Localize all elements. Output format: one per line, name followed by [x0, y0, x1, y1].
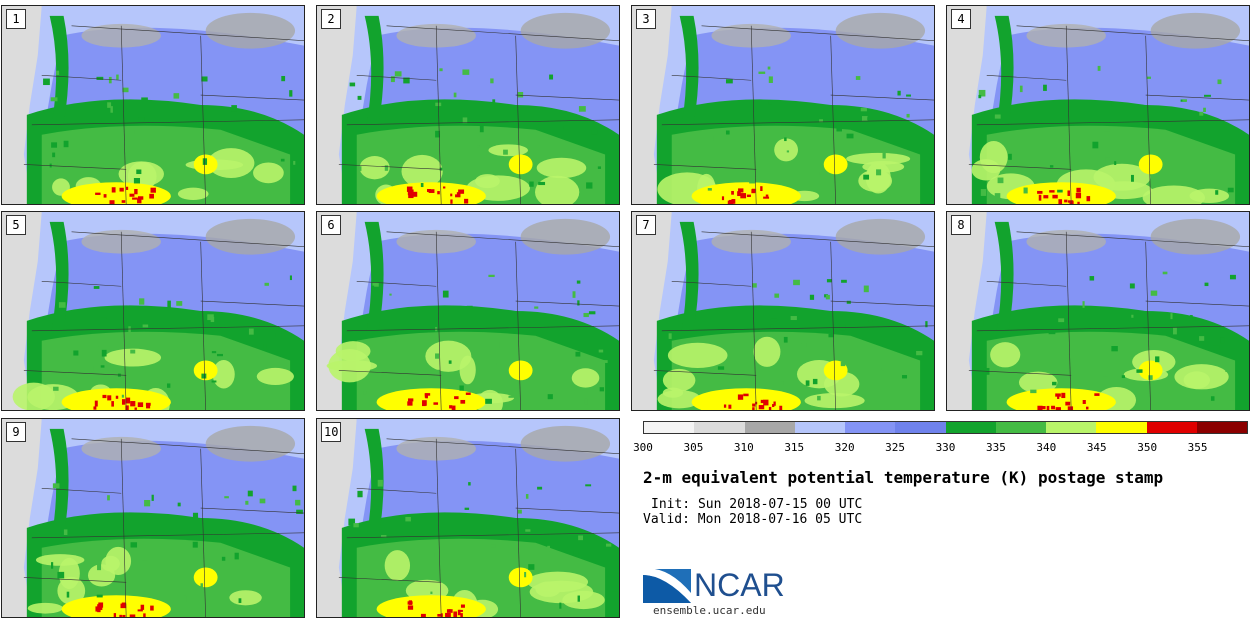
map-field: [2, 212, 304, 410]
member-number: 10: [321, 422, 342, 442]
member-number: 4: [951, 9, 971, 29]
map-field: [632, 212, 934, 410]
member-number: 8: [951, 215, 971, 235]
colorbar-segment: [1096, 422, 1147, 433]
colorbar-tick-label: 330: [935, 441, 956, 454]
colorbar-tick-label: 310: [733, 441, 754, 454]
ncar-logo-icon: [643, 568, 691, 603]
colorbar-tick-label: 355: [1187, 441, 1208, 454]
map-panel-3: 3: [631, 5, 935, 205]
colorbar-tick-label: 315: [784, 441, 805, 454]
valid-time: Valid: Mon 2018-07-16 05 UTC: [643, 512, 863, 527]
map-field: [317, 6, 619, 204]
map-field: [317, 212, 619, 410]
colorbar-segment: [794, 422, 845, 433]
colorbar-tick-label: 300: [633, 441, 653, 454]
colorbar-tick-label: 320: [834, 441, 855, 454]
colorbar-segment: [1196, 422, 1247, 433]
map-panel-9: 9: [1, 418, 305, 618]
colorbar-tick-label: 345: [1086, 441, 1107, 454]
colorbar-segment: [895, 422, 946, 433]
colorbar-segment: [694, 422, 745, 433]
plot-title: 2-m equivalent potential temperature (K)…: [643, 468, 1164, 487]
colorbar-tick-label: 340: [1036, 441, 1057, 454]
colorbar-tick-label: 350: [1137, 441, 1158, 454]
colorbar-segment: [995, 422, 1046, 433]
map-panel-10: 10: [316, 418, 620, 618]
member-number: 3: [636, 9, 656, 29]
map-field: [947, 212, 1249, 410]
ncar-logo-text: NCAR: [694, 567, 785, 603]
map-panel-4: 4: [946, 5, 1250, 205]
map-field: [632, 6, 934, 204]
member-number: 5: [6, 215, 26, 235]
map-panel-1: 1: [1, 5, 305, 205]
member-number: 7: [636, 215, 656, 235]
init-time: Init: Sun 2018-07-15 00 UTC: [651, 497, 863, 512]
map-field: [317, 419, 619, 617]
colorbar-tick-label: 325: [885, 441, 906, 454]
colorbar-segment: [945, 422, 996, 433]
map-field: [947, 6, 1249, 204]
member-number: 1: [6, 9, 26, 29]
colorbar-segment: [845, 422, 896, 433]
map-panel-8: 8: [946, 211, 1250, 411]
member-number: 9: [6, 422, 26, 442]
map-field: [2, 6, 304, 204]
map-panel-2: 2: [316, 5, 620, 205]
colorbar-tick-label: 335: [985, 441, 1006, 454]
colorbar-segment: [744, 422, 795, 433]
colorbar-ticks: 300 305 310 315 320 325 330 335 340 345 350 355: [633, 441, 1248, 455]
colorbar-tick-label: 305: [683, 441, 704, 454]
colorbar-segment: [1046, 422, 1097, 433]
colorbar: [643, 421, 1248, 434]
map-field: [2, 419, 304, 617]
map-panel-5: 5: [1, 211, 305, 411]
site-url: ensemble.ucar.edu: [653, 604, 766, 617]
colorbar-segment: [1146, 422, 1197, 433]
map-panel-7: 7: [631, 211, 935, 411]
colorbar-segment: [644, 422, 695, 433]
map-panel-6: 6: [316, 211, 620, 411]
member-number: 2: [321, 9, 341, 29]
member-number: 6: [321, 215, 341, 235]
